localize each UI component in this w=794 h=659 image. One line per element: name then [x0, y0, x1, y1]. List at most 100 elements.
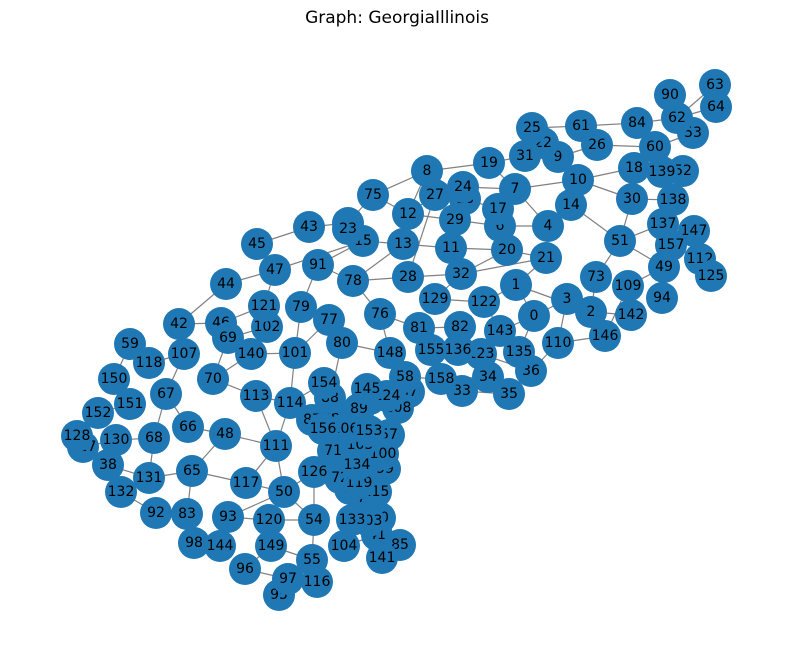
graph-node: 2	[575, 296, 607, 328]
graph-node: 43	[293, 211, 325, 243]
node-label: 93	[219, 509, 237, 525]
graph-node: 153	[353, 415, 385, 447]
node-label: 137	[650, 216, 677, 232]
node-label: 152	[85, 405, 112, 421]
node-circle	[419, 283, 451, 315]
node-label: 45	[248, 236, 266, 252]
node-label: 25	[523, 120, 541, 136]
node-label: 157	[658, 237, 685, 253]
node-circle	[272, 563, 304, 595]
node-label: 123	[468, 346, 495, 362]
node-circle	[530, 242, 562, 274]
node-circle	[176, 455, 208, 487]
node-circle	[444, 311, 476, 343]
node-label: 83	[178, 506, 196, 522]
node-circle	[657, 184, 689, 216]
node-circle	[210, 268, 242, 300]
node-label: 24	[454, 179, 472, 195]
node-circle	[337, 265, 369, 297]
node-circle	[298, 504, 330, 536]
node-label: 146	[592, 328, 619, 344]
node-label: 27	[426, 187, 444, 203]
graph-node: 48	[209, 418, 241, 450]
graph-node: 35	[493, 378, 525, 410]
node-label: 147	[681, 223, 708, 239]
node-layer: 0123456789101112131415161718192021222324…	[61, 69, 732, 611]
node-circle	[133, 347, 165, 379]
graph-node: 107	[168, 338, 200, 370]
graph-node: 30	[616, 183, 648, 215]
node-label: 50	[275, 484, 293, 500]
node-circle	[285, 291, 317, 323]
graph-node: 135	[503, 336, 535, 368]
node-label: 20	[498, 242, 516, 258]
graph-node: 38	[92, 449, 124, 481]
node-label: 77	[320, 312, 338, 328]
node-circle	[357, 179, 389, 211]
node-circle	[387, 228, 419, 260]
graph-node: 158	[425, 363, 457, 395]
node-circle	[260, 430, 292, 462]
node-circle	[618, 152, 650, 184]
node-circle	[326, 327, 358, 359]
node-circle	[575, 296, 607, 328]
graph-node: 10	[562, 164, 594, 196]
node-label: 109	[615, 278, 642, 294]
graph-node: 83	[171, 498, 203, 530]
graph-node: 82	[444, 311, 476, 343]
graph-node: 21	[530, 242, 562, 274]
node-label: 114	[277, 395, 304, 411]
node-circle	[301, 566, 333, 598]
node-circle	[138, 422, 170, 454]
node-label: 59	[121, 336, 139, 352]
node-circle	[133, 462, 165, 494]
node-label: 47	[266, 262, 284, 278]
graph-node: 139	[646, 156, 678, 188]
node-label: 69	[219, 330, 237, 346]
graph-node: 78	[337, 265, 369, 297]
graph-node: 50	[268, 476, 300, 508]
node-circle	[615, 299, 647, 331]
graph-node: 96	[229, 553, 261, 585]
node-circle	[555, 189, 587, 221]
node-circle	[248, 290, 280, 322]
graph-node: 132	[105, 476, 137, 508]
node-label: 52	[674, 163, 692, 179]
node-circle	[150, 378, 182, 410]
graph-node: 110	[542, 327, 574, 359]
node-label: 80	[333, 335, 351, 351]
node-circle	[140, 497, 172, 529]
node-circle	[604, 225, 636, 257]
node-label: 32	[452, 266, 470, 282]
node-circle	[293, 211, 325, 243]
node-circle	[491, 234, 523, 266]
node-label: 101	[282, 345, 309, 361]
node-label: 2	[587, 304, 596, 320]
node-label: 75	[364, 187, 382, 203]
node-label: 48	[216, 426, 234, 442]
node-label: 158	[428, 371, 455, 387]
node-circle	[163, 308, 195, 340]
node-circle	[447, 171, 479, 203]
node-circle	[241, 228, 273, 260]
graph-node: 148	[374, 337, 406, 369]
graph-node: 14	[555, 189, 587, 221]
node-circle	[302, 249, 334, 281]
graph-node: 118	[133, 347, 165, 379]
graph-node: 66	[172, 411, 204, 443]
graph-node: 65	[176, 455, 208, 487]
node-label: 140	[238, 346, 265, 362]
graph-node: 131	[133, 462, 165, 494]
graph-node: 11	[435, 232, 467, 264]
node-label: 42	[170, 316, 188, 332]
node-label: 73	[587, 269, 605, 285]
graph-node: 138	[657, 184, 689, 216]
node-label: 3	[563, 291, 572, 307]
node-label: 129	[422, 291, 449, 307]
graph-node: 32	[445, 258, 477, 290]
graph-node: 27	[419, 179, 451, 211]
node-label: 113	[243, 388, 270, 404]
node-label: 121	[251, 298, 278, 314]
graph-node: 17	[482, 193, 514, 225]
graph-node: 76	[364, 298, 396, 330]
